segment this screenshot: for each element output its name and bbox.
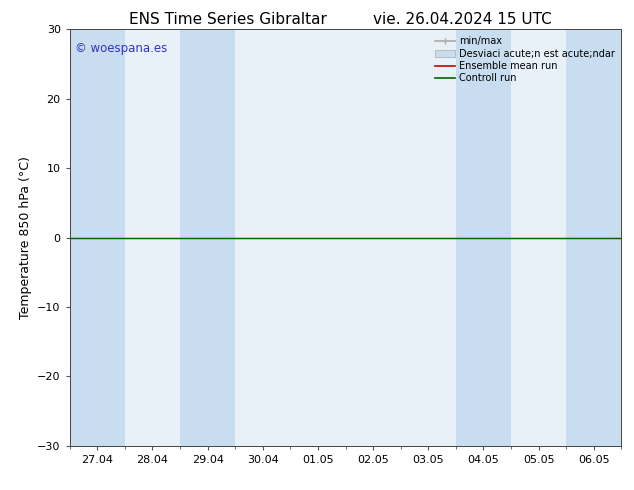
- Legend: min/max, Desviaci acute;n est acute;ndar, Ensemble mean run, Controll run: min/max, Desviaci acute;n est acute;ndar…: [434, 34, 616, 85]
- Bar: [456, 29, 511, 446]
- Y-axis label: Temperature 850 hPa (°C): Temperature 850 hPa (°C): [18, 156, 32, 319]
- Text: © woespana.es: © woespana.es: [75, 42, 167, 55]
- Text: vie. 26.04.2024 15 UTC: vie. 26.04.2024 15 UTC: [373, 12, 552, 27]
- Text: ENS Time Series Gibraltar: ENS Time Series Gibraltar: [129, 12, 327, 27]
- Bar: [566, 29, 621, 446]
- Bar: [180, 29, 235, 446]
- Bar: [70, 29, 125, 446]
